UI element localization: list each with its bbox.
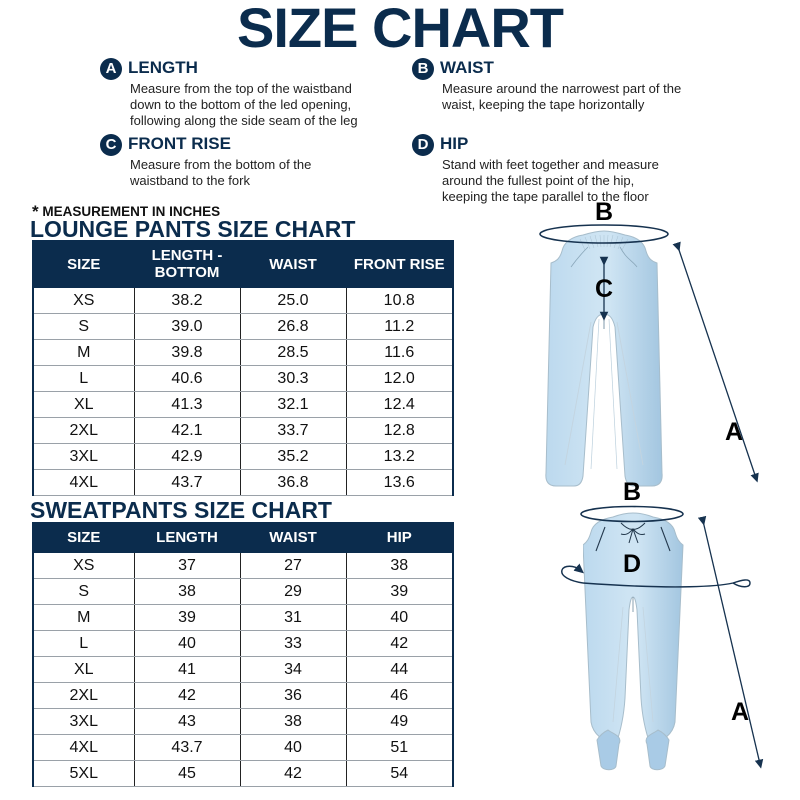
svg-text:A: A bbox=[725, 418, 743, 446]
svg-text:A: A bbox=[731, 698, 749, 726]
svg-text:D: D bbox=[623, 550, 641, 578]
svg-text:B: B bbox=[595, 200, 613, 226]
svg-text:C: C bbox=[595, 275, 613, 303]
svg-text:B: B bbox=[623, 480, 641, 506]
